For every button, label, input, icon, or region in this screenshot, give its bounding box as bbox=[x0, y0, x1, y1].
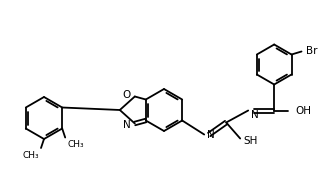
Text: Br: Br bbox=[306, 46, 317, 55]
Text: CH₃: CH₃ bbox=[22, 150, 39, 160]
Text: CH₃: CH₃ bbox=[67, 140, 84, 149]
Text: OH: OH bbox=[295, 106, 311, 115]
Text: SH: SH bbox=[243, 137, 258, 147]
Text: N: N bbox=[123, 119, 131, 130]
Text: O: O bbox=[123, 91, 131, 100]
Text: N: N bbox=[251, 109, 259, 119]
Text: N: N bbox=[207, 130, 215, 141]
